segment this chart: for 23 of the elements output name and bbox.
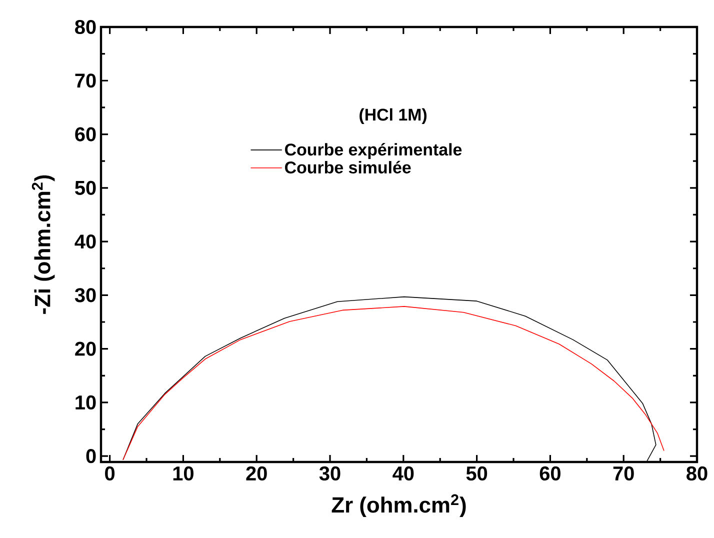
y-tick-label: 80 [75,20,96,34]
y-tick-label: 10 [76,395,96,410]
y-axis-title: -Zi (ohm.cm$^{2}$) [32,175,55,314]
x-tick-label: 30 [319,466,340,481]
y-tick-label: 0 [86,449,96,464]
x-tick-label: 0 [105,466,115,481]
x-tick-label: 70 [613,466,634,481]
y-tick-label: 50 [75,180,96,195]
y-tick-label: 20 [75,342,96,356]
x-tick-label: 50 [466,466,488,481]
x-tick-label: 10 [173,466,194,481]
x-tick-label: 20 [246,466,267,481]
legend-label: Courbe expérimentale [285,143,462,159]
annotation: (HCl 1M) [360,108,427,124]
y-tick-label: 70 [75,74,96,88]
x-tick-label: 80 [686,466,708,481]
x-tick-label: 60 [540,466,560,481]
x-axis-title: Zr (ohm.cm$^{2}$) [332,494,466,518]
y-tick-label: 30 [74,288,96,302]
legend-label: Courbe simulée [285,160,411,174]
x-tick-label: 40 [392,466,414,481]
y-tick-label: 40 [74,234,96,249]
y-tick-label: 60 [75,127,96,142]
